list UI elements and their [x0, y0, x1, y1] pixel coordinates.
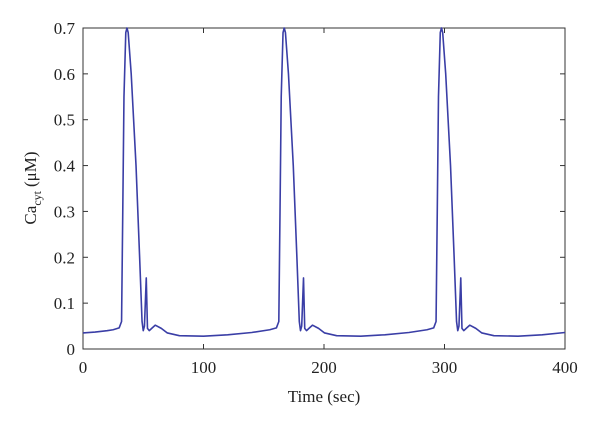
- x-tick-label: 400: [552, 358, 578, 377]
- y-label-unit: (μM): [21, 151, 40, 187]
- y-label-subscript: cyt: [30, 190, 44, 205]
- data-line: [82, 27, 566, 337]
- x-axis-label: Time (sec): [288, 387, 361, 406]
- plot-frame: [82, 27, 566, 350]
- y-tick-label: 0.2: [54, 248, 75, 267]
- y-label-base: Ca: [21, 205, 40, 224]
- x-tick-label: 0: [79, 358, 88, 377]
- y-tick-label: 0.6: [54, 65, 75, 84]
- y-tick-label: 0.3: [54, 202, 75, 221]
- y-tick-label: 0: [67, 340, 76, 359]
- x-tick-label: 200: [311, 358, 337, 377]
- y-tick-label: 0.4: [54, 157, 76, 176]
- x-tick-label: 300: [432, 358, 458, 377]
- y-axis-label: Cacyt (μM): [21, 151, 44, 224]
- y-tick-label: 0.1: [54, 294, 75, 313]
- y-tick-label: 0.7: [54, 19, 76, 38]
- y-tick-label: 0.5: [54, 111, 75, 130]
- x-tick-label: 100: [191, 358, 217, 377]
